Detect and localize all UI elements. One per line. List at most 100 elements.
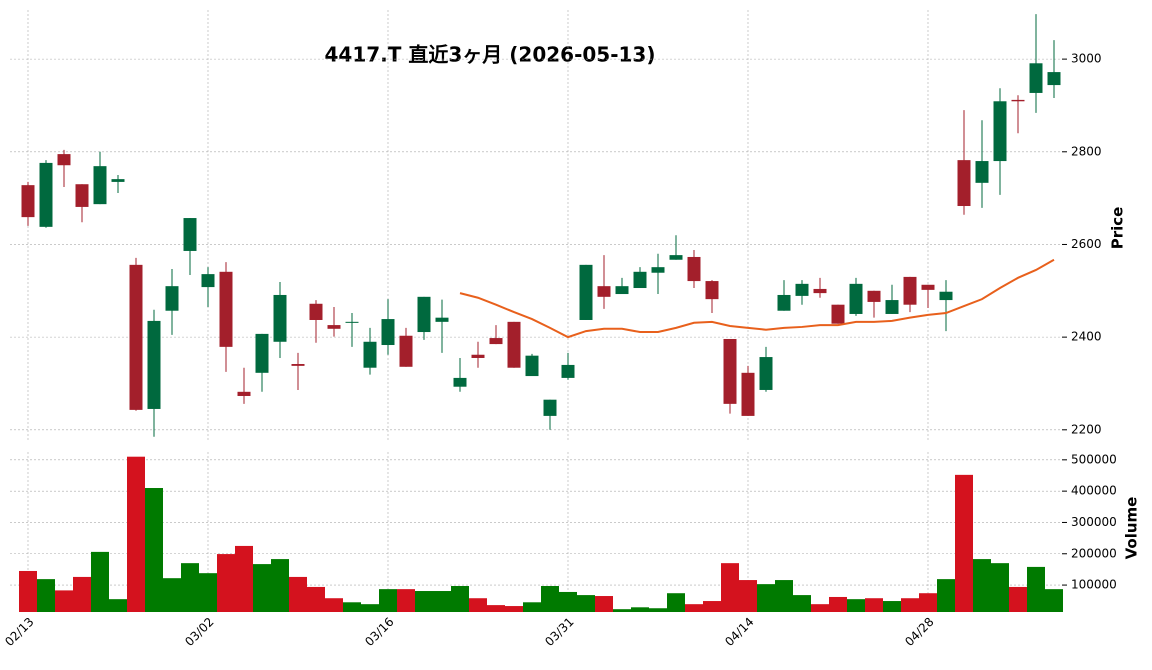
volume-tick-label: 400000 [1071, 484, 1117, 498]
volume-bar [487, 605, 505, 612]
volume-bar [685, 604, 703, 612]
candle-body [615, 286, 629, 295]
candle-body [1047, 72, 1061, 86]
candle-body [687, 256, 701, 282]
volume-bar [919, 593, 937, 612]
candle-body [561, 364, 575, 378]
volume-bar [73, 576, 91, 612]
chart-title: 4417.T 直近3ヶ月 (2026-05-13) [325, 43, 656, 67]
candle-body [1029, 63, 1043, 93]
volume-bar [559, 591, 577, 612]
candle-body [255, 333, 269, 373]
candle-body [165, 286, 179, 311]
candle-body [903, 276, 917, 305]
volume-bar [397, 589, 415, 612]
candle-body [993, 101, 1007, 162]
candle-body [831, 304, 845, 324]
y-tick-label: 2800 [1071, 144, 1102, 158]
candle-body [975, 161, 989, 183]
candle-body [525, 355, 539, 377]
candle-body [885, 300, 899, 314]
candle-body [633, 271, 647, 289]
candle-body [867, 290, 881, 302]
volume-bar [631, 607, 649, 612]
x-tick-label: 02/13 [2, 615, 36, 649]
volume-bar [253, 564, 271, 612]
volume-axis-label: Volume [1123, 497, 1141, 560]
candle-body [399, 335, 413, 367]
volume-bar [307, 586, 325, 612]
candle-body [579, 264, 593, 320]
candle-body [795, 283, 809, 296]
candle-body [237, 391, 251, 396]
volume-bar [937, 579, 955, 612]
volume-bar [217, 554, 235, 612]
x-tick-label: 03/16 [362, 615, 396, 649]
candle-body [705, 281, 719, 300]
y-tick-label: 2400 [1071, 330, 1102, 344]
volume-bar [757, 584, 775, 612]
volume-bar [433, 591, 451, 612]
volume-bar [109, 599, 127, 612]
volume-bar [901, 598, 919, 612]
volume-bar [235, 545, 253, 612]
candle-body [1011, 99, 1025, 102]
volume-bar [55, 590, 73, 612]
volume-bar [649, 608, 667, 612]
x-tick-label: 04/28 [902, 615, 936, 649]
volume-bar [667, 593, 685, 612]
candle-body [759, 357, 773, 390]
candle-body [471, 354, 485, 358]
volume-bar [181, 563, 199, 612]
candle-body [849, 283, 863, 314]
candle-body [39, 162, 53, 227]
volume-bar [271, 559, 289, 612]
volume-bar [1045, 589, 1063, 612]
volume-bar [793, 595, 811, 612]
volume-bar [955, 474, 973, 612]
candle-body [21, 185, 35, 218]
volume-bar [199, 573, 217, 612]
volume-bar [145, 488, 163, 612]
volume-bar [361, 604, 379, 612]
volume-bar [739, 580, 757, 612]
moving-average-line [459, 258, 1055, 339]
candle-body [921, 284, 935, 290]
volume-bar [505, 606, 523, 612]
candle-body [417, 296, 431, 333]
volume-bar [541, 586, 559, 612]
candle-body [111, 179, 125, 182]
volume-bar [19, 570, 37, 612]
candle-body [291, 364, 305, 366]
y-tick-label: 3000 [1071, 52, 1102, 66]
y-tick-label: 2600 [1071, 237, 1102, 251]
candle-body [129, 264, 143, 410]
candle-body [741, 372, 755, 416]
candle-body [201, 274, 215, 288]
candle-body [183, 218, 197, 251]
volume-bar [127, 456, 145, 612]
candle-body [669, 255, 683, 260]
volume-tick-label: 100000 [1071, 578, 1117, 592]
x-tick-label: 03/31 [542, 615, 576, 649]
volume-bar [451, 586, 469, 612]
x-tick-label: 04/14 [722, 615, 756, 649]
volume-bar [721, 563, 739, 612]
volume-bar [379, 589, 397, 612]
volume-bar [703, 601, 721, 612]
volume-tick-label: 300000 [1071, 515, 1117, 529]
candle-body [345, 321, 359, 323]
volume-bar [343, 602, 361, 612]
volume-bar [91, 551, 109, 612]
candle-body [723, 338, 737, 404]
candle-body [75, 184, 89, 207]
volume-bar [1009, 586, 1027, 612]
volume-bar [595, 596, 613, 612]
volume-bar [811, 604, 829, 612]
candle-body [939, 291, 953, 301]
candle-body [381, 319, 395, 346]
candle-body [597, 286, 611, 297]
candle-body [327, 325, 341, 329]
volume-bar [991, 563, 1009, 612]
candle-body [57, 154, 71, 166]
